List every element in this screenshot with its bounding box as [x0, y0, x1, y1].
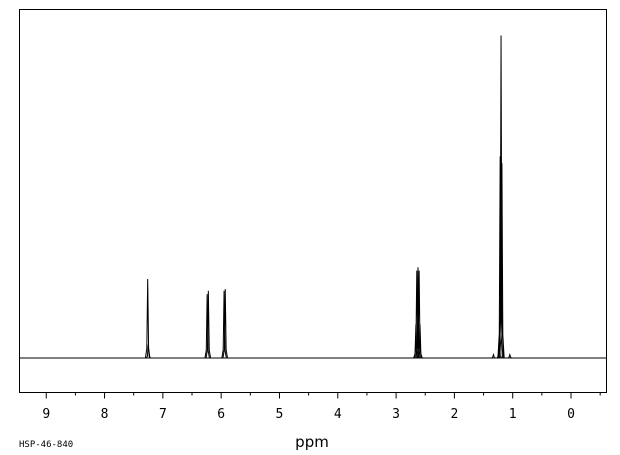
spectrum-peak	[417, 324, 423, 359]
tick-label: 1	[509, 407, 517, 422]
tick-label: 7	[159, 407, 167, 422]
spectrum-peak	[507, 352, 513, 359]
spectrum-peak	[222, 289, 228, 359]
tick-label: 9	[42, 407, 50, 422]
tick-label: 0	[567, 407, 575, 422]
spectrum-peak	[145, 344, 151, 359]
spectrum-peak	[205, 290, 212, 359]
spectrum-peak	[491, 352, 496, 359]
x-axis-tick-labels: 9 8 7 6 5 4 3 2 1 0	[42, 407, 575, 422]
tick-label: 2	[450, 407, 458, 422]
spectrum-peak	[221, 290, 227, 359]
spectrum-peak	[204, 294, 210, 359]
spectrum-peaks	[144, 35, 513, 359]
tick-label: 3	[392, 407, 400, 422]
x-axis-major-ticks	[45, 392, 572, 399]
tick-label: 5	[276, 407, 284, 422]
tick-label: 4	[334, 407, 342, 422]
sample-id-label: HSP-46-840	[19, 440, 73, 450]
x-axis-label: ppm	[295, 433, 329, 451]
plot-frame	[19, 9, 607, 393]
x-axis-minor-ticks	[74, 392, 601, 396]
spectrum-peak	[499, 163, 505, 359]
tick-label: 8	[101, 407, 109, 422]
tick-label: 6	[217, 407, 225, 422]
